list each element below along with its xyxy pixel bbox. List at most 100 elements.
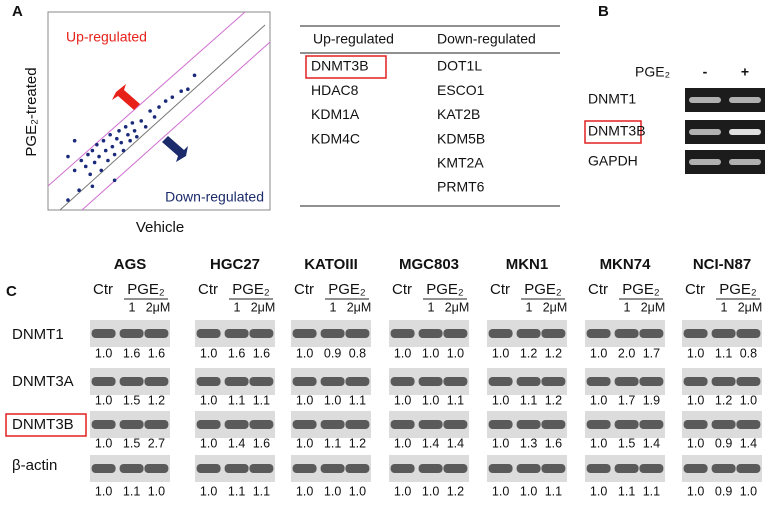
dose-label: 2μM [347,300,372,314]
blot-band [711,420,736,429]
blot-band [390,420,415,429]
quantification: 1.1 [349,393,366,407]
blot-band [443,377,468,386]
dose-label: 1 [624,300,631,314]
point [126,132,130,137]
highlight-box [305,55,387,79]
point [163,99,168,103]
blot-band [516,329,541,338]
quantification: 1.4 [643,436,660,450]
treatment-label: PGE₂ [719,281,757,298]
blot-band [443,464,468,473]
blot-band [249,420,274,429]
blot-band [345,329,370,338]
dose-label: 1 [721,300,728,314]
blot-band [91,377,116,386]
quantification: 1.3 [520,436,537,450]
gel-band [689,97,721,103]
blot-band [711,329,736,338]
blot-band [736,377,761,386]
quantification: 1.1 [324,436,341,450]
blot-band [144,464,169,473]
blot-band [91,420,116,429]
blot-band [390,329,415,338]
blot-band [249,464,274,473]
point [139,119,144,123]
blot-band [292,420,317,429]
quantification: 1.4 [228,436,245,450]
quantification: 1.4 [422,436,439,450]
point [99,168,104,173]
treatment-label: PGE₂ [426,281,464,298]
blot-band [586,377,611,386]
x-axis-label: Vehicle [136,219,184,236]
control-label: Ctr [588,281,608,298]
quantification: 1.0 [492,393,509,407]
threshold-line [47,11,246,187]
quantification: 1.0 [447,346,464,360]
quantification: 1.0 [394,393,411,407]
blot-band [639,464,664,473]
blot-band [196,464,221,473]
point [106,158,110,163]
blot-band [91,464,116,473]
quantification: 1.1 [618,484,635,498]
cell-line-name: MGC803 [399,256,459,273]
point [66,154,70,159]
table-cell: HDAC8 [311,82,359,98]
quantification: 1.0 [740,393,757,407]
row-label: β-actin [12,457,57,474]
cell-line-name: MKN1 [506,256,549,273]
dose-label: 2μM [251,300,276,314]
quantification: 0.9 [324,346,341,360]
control-label: Ctr [198,281,218,298]
quantification: 1.1 [253,484,270,498]
table-cell: DNMT3B [311,58,369,74]
quantification: 1.1 [228,484,245,498]
control-label: Ctr [490,281,510,298]
treatment-label: PGE₂ [635,64,670,80]
point [170,95,175,99]
blot-band [418,420,443,429]
blot-band [488,329,513,338]
blot-band [736,464,761,473]
blot-band [586,420,611,429]
point [110,144,115,149]
quantification: 1.1 [447,393,464,407]
y-axis-label: PGE₂-treated [23,67,40,156]
quantification: 1.1 [253,393,270,407]
cell-line-name: HGC27 [210,256,260,273]
point [90,184,95,189]
lane-label: - [703,64,708,80]
quantification: 1.7 [643,346,660,360]
quantification: 1.0 [590,393,607,407]
blot-band [119,377,144,386]
quantification: 1.5 [618,436,635,450]
quantification: 1.1 [123,484,140,498]
blot-band [292,464,317,473]
blot-band [516,377,541,386]
blot-band [488,464,513,473]
dose-label: 1 [234,300,241,314]
point [79,158,84,163]
point [77,188,81,192]
quantification: 1.0 [324,393,341,407]
blot-band [224,329,249,338]
blot-band [443,420,468,429]
blot-band [614,464,639,473]
dose-label: 1 [428,300,435,314]
row-label: DNMT1 [12,326,64,343]
point [128,138,132,143]
blot-band [586,464,611,473]
dose-label: 2μM [146,300,171,314]
blot-band [443,329,468,338]
highlight-box [5,413,87,437]
quantification: 1.6 [253,346,270,360]
control-label: Ctr [685,281,705,298]
quantification: 1.0 [394,346,411,360]
panel-label: A [12,3,23,20]
blot-band [144,329,169,338]
blot-band [541,464,566,473]
gene-label: GAPDH [588,153,638,169]
blot-band [224,420,249,429]
